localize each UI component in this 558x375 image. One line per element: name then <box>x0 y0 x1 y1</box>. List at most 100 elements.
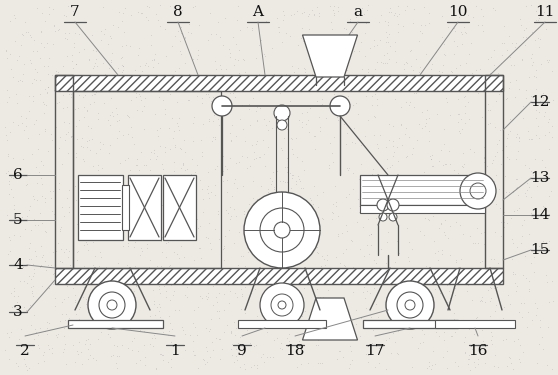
Point <box>310 301 319 307</box>
Point <box>460 161 469 167</box>
Point <box>32 329 41 335</box>
Point <box>458 163 466 169</box>
Point <box>66 91 75 97</box>
Point <box>14 363 23 369</box>
Point <box>257 12 266 18</box>
Point <box>256 276 265 282</box>
Point <box>237 352 246 358</box>
Point <box>148 211 157 217</box>
Point <box>119 63 128 69</box>
Point <box>220 85 229 91</box>
Point <box>304 360 313 366</box>
Point <box>25 302 34 308</box>
Point <box>13 309 22 315</box>
Point <box>518 56 527 62</box>
Point <box>42 90 51 96</box>
Point <box>45 285 54 291</box>
Point <box>6 174 15 180</box>
Point <box>489 157 498 163</box>
Point <box>131 237 140 243</box>
Point <box>227 330 236 336</box>
Point <box>517 240 526 246</box>
Point <box>456 117 465 123</box>
Point <box>206 246 215 252</box>
Circle shape <box>244 192 320 268</box>
Point <box>54 69 62 75</box>
Point <box>333 302 341 307</box>
Point <box>51 303 60 309</box>
Point <box>170 144 179 150</box>
Text: 18: 18 <box>285 344 305 358</box>
Point <box>238 291 247 297</box>
Bar <box>360 205 485 213</box>
Point <box>155 22 164 28</box>
Point <box>142 182 151 188</box>
Point <box>131 76 140 82</box>
Point <box>301 122 310 128</box>
Point <box>117 18 126 24</box>
Point <box>106 268 115 274</box>
Point <box>145 341 154 347</box>
Point <box>73 190 82 196</box>
Point <box>432 111 441 117</box>
Point <box>71 183 80 189</box>
Point <box>442 348 451 354</box>
Point <box>201 344 210 350</box>
Point <box>270 337 279 343</box>
Point <box>470 280 479 286</box>
Point <box>475 66 484 72</box>
Point <box>228 90 237 96</box>
Point <box>196 177 205 183</box>
Point <box>25 203 34 209</box>
Point <box>81 324 90 330</box>
Point <box>421 263 430 269</box>
Point <box>516 342 525 348</box>
Point <box>109 273 118 279</box>
Point <box>165 328 174 334</box>
Point <box>205 94 214 100</box>
Point <box>166 320 175 326</box>
Point <box>4 356 13 362</box>
Point <box>6 18 15 24</box>
Circle shape <box>277 120 287 130</box>
Point <box>269 184 278 190</box>
Point <box>83 346 92 352</box>
Point <box>156 270 165 276</box>
Point <box>386 164 395 170</box>
Point <box>474 356 483 362</box>
Point <box>408 20 417 26</box>
Point <box>453 111 462 117</box>
Point <box>90 315 99 321</box>
Point <box>37 262 46 268</box>
Point <box>267 248 276 254</box>
Point <box>125 43 134 49</box>
Point <box>75 31 84 37</box>
Point <box>448 318 457 324</box>
Point <box>157 202 166 208</box>
Point <box>297 120 306 126</box>
Point <box>305 105 314 111</box>
Point <box>511 94 520 100</box>
Point <box>64 204 73 210</box>
Point <box>62 311 71 317</box>
Point <box>402 3 411 9</box>
Point <box>302 252 311 258</box>
Point <box>293 154 302 160</box>
Point <box>107 57 116 63</box>
Point <box>69 95 78 101</box>
Point <box>243 24 252 30</box>
Point <box>216 93 225 99</box>
Point <box>177 324 186 330</box>
Point <box>41 328 50 334</box>
Point <box>470 74 479 80</box>
Point <box>267 181 276 187</box>
Point <box>506 128 514 134</box>
Point <box>369 257 378 263</box>
Point <box>282 335 291 341</box>
Point <box>456 209 465 215</box>
Point <box>544 119 553 125</box>
Point <box>466 88 475 94</box>
Point <box>152 229 161 235</box>
Point <box>227 328 235 334</box>
Point <box>80 104 89 110</box>
